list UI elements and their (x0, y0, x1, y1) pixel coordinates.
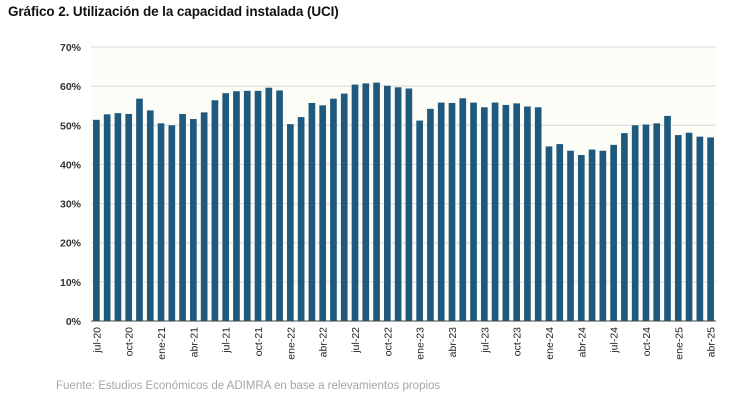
x-tick-label: ene-25 (673, 327, 685, 360)
x-tick-label: jul-24 (609, 327, 621, 354)
bar-mar-23 (437, 102, 445, 321)
bar-sep-21 (243, 90, 251, 321)
bar-ago-20 (103, 114, 111, 321)
bar-dic-20 (146, 110, 154, 321)
x-tick-label: abr-21 (188, 327, 200, 358)
bar-feb-22 (297, 117, 305, 321)
bar-ene-22 (287, 124, 294, 321)
bar-dic-22 (405, 88, 413, 322)
x-tick-label: oct-20 (124, 327, 136, 356)
x-tick-label: jul-22 (350, 327, 362, 354)
x-tick-label: abr-23 (447, 327, 459, 358)
bar-oct-21 (254, 90, 262, 321)
bar-mar-21 (179, 113, 186, 322)
bar-ago-23 (491, 102, 499, 321)
bar-jul-20 (93, 119, 100, 321)
bar-abr-21 (190, 119, 197, 322)
bar-nov-21 (265, 87, 273, 322)
bar-may-21 (200, 112, 208, 322)
bar-abr-24 (577, 155, 585, 321)
bar-feb-23 (427, 108, 434, 321)
y-tick-label: 10% (60, 277, 82, 289)
bar-feb-24 (556, 144, 564, 321)
x-tick-label: abr-24 (576, 327, 588, 358)
bar-abr-25 (707, 137, 714, 321)
bars (93, 82, 714, 322)
bar-ene-25 (674, 135, 682, 321)
y-tick-label: 70% (60, 42, 82, 54)
bar-ago-21 (233, 91, 240, 321)
x-tick-label: ene-21 (156, 327, 168, 360)
bar-jun-24 (599, 150, 607, 321)
bar-nov-20 (136, 98, 143, 321)
bar-nov-24 (653, 123, 661, 321)
bar-dic-24 (664, 115, 671, 321)
bar-jul-23 (480, 107, 488, 321)
x-tick-label: jul-20 (91, 327, 103, 354)
bar-sep-24 (631, 125, 639, 321)
x-tick-label: oct-21 (253, 327, 265, 356)
bar-mar-22 (308, 102, 316, 321)
bar-may-24 (588, 149, 596, 321)
bar-oct-24 (642, 124, 650, 321)
x-tick-label: oct-23 (512, 327, 524, 356)
bar-ago-22 (362, 83, 370, 322)
bar-jun-21 (211, 100, 219, 321)
bar-mar-24 (567, 150, 574, 321)
x-axis-ticks: jul-20 oct-20 ene-21 abr-21 jul-21 oct-21 ene-… (91, 327, 717, 360)
bar-feb-21 (168, 125, 176, 321)
bar-feb-25 (685, 132, 693, 321)
bar-jul-22 (351, 84, 359, 321)
bar-dic-23 (534, 107, 542, 321)
bar-jun-22 (340, 93, 348, 321)
bar-may-23 (459, 98, 467, 321)
y-tick-label: 30% (60, 199, 82, 211)
bar-oct-23 (513, 103, 520, 322)
bar-may-22 (330, 98, 337, 321)
x-tick-label: abr-22 (318, 327, 330, 358)
x-tick-label: abr-25 (706, 327, 718, 358)
bar-sep-20 (114, 113, 122, 322)
x-tick-label: oct-24 (641, 327, 653, 356)
bar-jul-21 (222, 93, 230, 321)
x-tick-label: ene-24 (544, 327, 556, 360)
bar-sep-22 (373, 82, 380, 322)
bar-jul-24 (610, 144, 617, 321)
bar-oct-22 (384, 85, 391, 321)
bar-nov-22 (394, 87, 402, 321)
x-tick-label: ene-23 (415, 327, 427, 360)
y-tick-label: 0% (66, 316, 82, 328)
chart-title: Gráfico 2. Utilización de la capacidad i… (8, 4, 339, 19)
x-tick-label: oct-22 (382, 327, 394, 356)
bar-mar-25 (696, 136, 704, 321)
bar-ago-24 (621, 133, 628, 321)
y-tick-label: 60% (60, 81, 82, 93)
bar-abr-22 (319, 105, 327, 321)
x-tick-label: jul-23 (479, 327, 491, 354)
bar-jun-23 (470, 102, 477, 321)
bar-nov-23 (524, 106, 531, 321)
bar-oct-20 (125, 113, 133, 322)
y-tick-label: 50% (60, 120, 82, 132)
x-tick-label: jul-21 (221, 327, 233, 354)
bar-ene-21 (157, 123, 165, 321)
x-tick-label: ene-22 (285, 327, 297, 360)
y-tick-label: 20% (60, 238, 82, 250)
bar-sep-23 (502, 104, 510, 322)
y-tick-label: 40% (60, 159, 82, 171)
y-axis-ticks: 0% 10% 20% 30% 40% 50% 60% 70% (60, 42, 82, 328)
bar-ene-23 (416, 120, 423, 321)
bar-dic-21 (276, 90, 283, 321)
bar-ene-24 (545, 146, 553, 321)
bar-abr-23 (448, 102, 456, 321)
source-note: Fuente: Estudios Económicos de ADIMRA en… (56, 380, 441, 392)
